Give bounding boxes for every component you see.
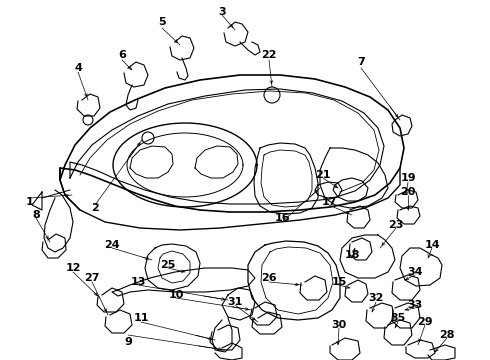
Text: 2: 2 <box>91 203 99 213</box>
Text: 14: 14 <box>424 240 440 250</box>
Text: 31: 31 <box>227 297 243 307</box>
Text: 19: 19 <box>400 173 416 183</box>
Text: 22: 22 <box>261 50 277 60</box>
Text: 25: 25 <box>160 260 176 270</box>
Text: 32: 32 <box>368 293 384 303</box>
Text: 21: 21 <box>315 170 331 180</box>
Text: 13: 13 <box>130 277 146 287</box>
Text: 5: 5 <box>158 17 166 27</box>
Text: 3: 3 <box>218 7 226 17</box>
Text: 1: 1 <box>26 197 34 207</box>
Text: 8: 8 <box>32 210 40 220</box>
Text: 18: 18 <box>344 250 360 260</box>
Text: 4: 4 <box>74 63 82 73</box>
Text: 28: 28 <box>439 330 455 340</box>
Text: 11: 11 <box>133 313 149 323</box>
Text: 30: 30 <box>331 320 346 330</box>
Text: 12: 12 <box>65 263 81 273</box>
Text: 16: 16 <box>274 213 290 223</box>
Text: 27: 27 <box>84 273 100 283</box>
Text: 10: 10 <box>168 290 184 300</box>
Text: 33: 33 <box>407 300 422 310</box>
Text: 29: 29 <box>417 317 433 327</box>
Text: 9: 9 <box>124 337 132 347</box>
Text: 17: 17 <box>321 197 337 207</box>
Text: 24: 24 <box>104 240 120 250</box>
Text: 26: 26 <box>261 273 277 283</box>
Text: 7: 7 <box>357 57 365 67</box>
Text: 35: 35 <box>391 313 406 323</box>
Text: 34: 34 <box>407 267 423 277</box>
Text: 20: 20 <box>400 187 416 197</box>
Text: 6: 6 <box>118 50 126 60</box>
Text: 23: 23 <box>388 220 404 230</box>
Text: 15: 15 <box>331 277 347 287</box>
